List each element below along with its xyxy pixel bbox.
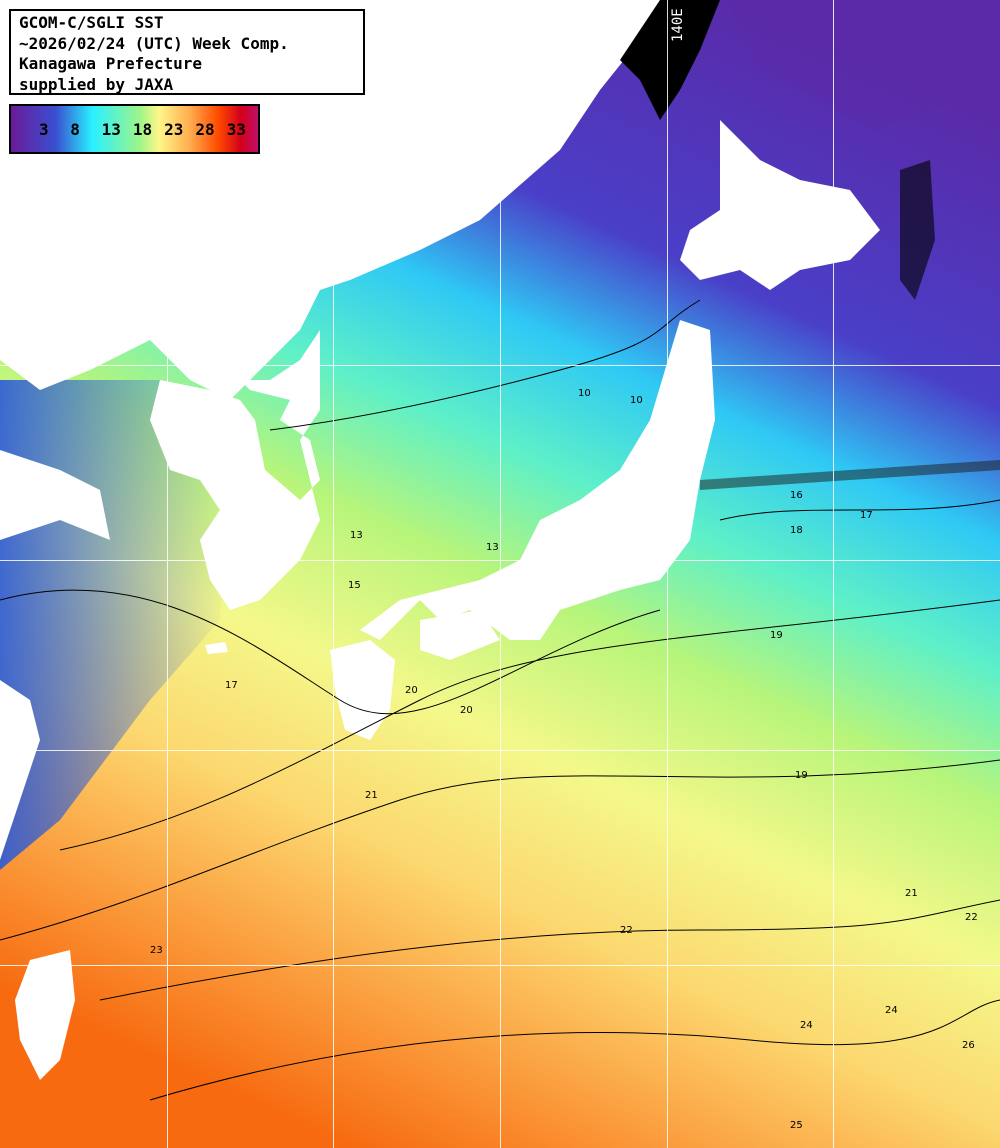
- contour-label: 19: [770, 630, 783, 641]
- korea-china-land: [150, 330, 320, 610]
- contour-label: 16: [790, 490, 803, 501]
- contour-line: [0, 759, 1000, 941]
- sakhalin-no-data: [620, 0, 720, 120]
- contour-label: 10: [630, 395, 643, 406]
- contour-label: 21: [905, 888, 918, 899]
- contour-label: 19: [795, 770, 808, 781]
- contour-label: 24: [800, 1020, 813, 1031]
- title-line-region: Kanagawa Prefecture: [19, 54, 203, 73]
- jeju-island: [205, 642, 228, 654]
- shikoku-land: [420, 610, 500, 660]
- contour-line: [269, 299, 701, 431]
- title-line-credit: supplied by JAXA: [19, 74, 174, 94]
- contour-label: 17: [860, 510, 873, 521]
- legend-tick: 3: [39, 119, 49, 139]
- meridian-line: [833, 0, 834, 1148]
- contour-label: 10: [578, 388, 591, 399]
- kyushu-land: [330, 640, 395, 740]
- contour-label: 24: [885, 1005, 898, 1016]
- contour-line: [149, 999, 1000, 1101]
- kuroshio-front: [700, 460, 1000, 490]
- taiwan-land: [15, 950, 75, 1080]
- contour-label: 21: [365, 790, 378, 801]
- legend-tick: 13: [101, 119, 121, 139]
- title-box: GCOM-C/SGLI SST ~2026/02/24 (UTC) Week C…: [9, 9, 365, 95]
- contour-label: 23: [150, 945, 163, 956]
- kunashir-no-data: [900, 160, 935, 300]
- parallel-line-40n: [0, 365, 1000, 366]
- legend-tick: 18: [132, 119, 153, 139]
- contour-label: 26: [962, 1040, 975, 1051]
- meridian-line: [167, 0, 168, 1148]
- title-line-product: GCOM-C/SGLI SST: [19, 13, 164, 32]
- parallel-line: [0, 965, 1000, 966]
- hokkaido-land: [680, 120, 880, 290]
- contour-line: [59, 599, 1000, 851]
- title-line-date: ~2026/02/24 (UTC) Week Comp.: [19, 33, 289, 53]
- liaodong-bay-land: [0, 450, 110, 540]
- contour-label: 13: [350, 530, 363, 541]
- color-scale-legend: 3 8 13 18 23 28 33: [9, 104, 260, 154]
- meridian-line: [333, 0, 334, 1148]
- longitude-label: 140E: [670, 8, 686, 42]
- legend-tick: 28: [195, 119, 215, 139]
- contour-label: 22: [965, 912, 978, 923]
- latitude-label: 40N: [2, 350, 28, 366]
- contour-label: 18: [790, 525, 803, 536]
- contour-label: 15: [348, 580, 361, 591]
- contour-label: 20: [460, 705, 473, 716]
- contour-label: 20: [405, 685, 418, 696]
- northwest-land: [0, 0, 660, 400]
- meridian-line-140e: [667, 0, 668, 1148]
- legend-tick: 8: [70, 119, 80, 139]
- contour-label: 22: [620, 925, 633, 936]
- parallel-line: [0, 750, 1000, 751]
- contour-line: [0, 589, 661, 715]
- contour-label: 13: [486, 542, 499, 553]
- legend-tick: 23: [164, 119, 184, 139]
- kuril-no-data: [730, 0, 1000, 130]
- contour-label: 17: [225, 680, 238, 691]
- contour-line: [719, 499, 1000, 521]
- contour-line: [99, 899, 1000, 1001]
- contour-label: 25: [790, 1120, 803, 1131]
- parallel-line: [0, 560, 1000, 561]
- legend-tick: 33: [226, 119, 246, 139]
- china-coast-land: [0, 680, 40, 860]
- meridian-line: [500, 0, 501, 1148]
